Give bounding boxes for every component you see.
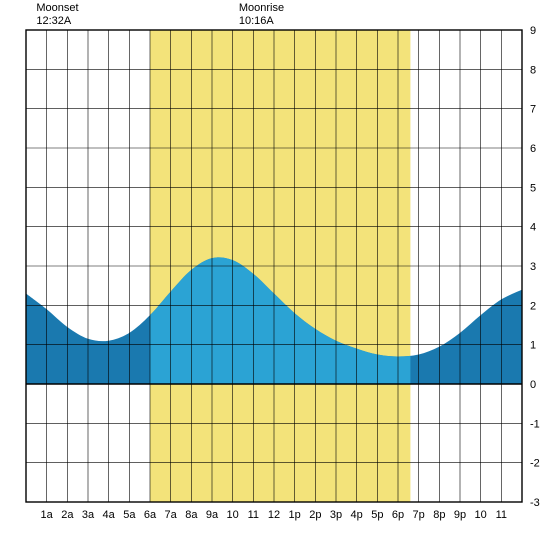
x-tick-label: 4a xyxy=(103,509,116,521)
y-tick-label: 5 xyxy=(530,182,536,194)
x-tick-label: 2p xyxy=(309,509,321,521)
x-tick-label: 6a xyxy=(144,509,157,521)
x-tick-label: 9p xyxy=(454,509,466,521)
moonrise-annotation: Moonrise 10:16A xyxy=(239,2,284,28)
x-tick-label: 7a xyxy=(165,509,178,521)
tide-chart: Moonset 12:32A Moonrise 10:16A 1a2a3a4a5… xyxy=(0,0,550,550)
x-tick-label: 8a xyxy=(185,509,198,521)
x-tick-label: 6p xyxy=(392,509,404,521)
x-tick-label: 3a xyxy=(82,509,95,521)
moonrise-time: 10:16A xyxy=(239,15,284,28)
moonset-time: 12:32A xyxy=(36,15,78,28)
y-tick-label: 1 xyxy=(530,340,536,352)
y-tick-label: 6 xyxy=(530,143,536,155)
y-tick-label: 3 xyxy=(530,261,536,273)
x-tick-label: 5p xyxy=(371,509,383,521)
moonset-title: Moonset xyxy=(36,2,78,15)
x-tick-label: 12 xyxy=(268,509,280,521)
x-tick-label: 11 xyxy=(248,509,259,521)
x-tick-label: 9a xyxy=(206,509,219,521)
x-tick-label: 7p xyxy=(413,509,425,521)
y-tick-label: 7 xyxy=(530,104,536,116)
y-tick-label: 9 xyxy=(530,25,536,37)
x-tick-label: 4p xyxy=(351,509,363,521)
y-tick-label: 2 xyxy=(530,300,536,312)
x-tick-label: 8p xyxy=(433,509,445,521)
y-tick-label: -2 xyxy=(530,458,540,470)
y-tick-label: -1 xyxy=(530,418,540,430)
x-tick-label: 10 xyxy=(475,509,487,521)
y-tick-label: 4 xyxy=(530,222,536,234)
moonset-annotation: Moonset 12:32A xyxy=(36,2,78,28)
y-tick-label: -3 xyxy=(530,497,540,509)
y-tick-label: 0 xyxy=(530,379,536,391)
chart-svg: 1a2a3a4a5a6a7a8a9a1011121p2p3p4p5p6p7p8p… xyxy=(0,0,550,550)
x-tick-label: 2a xyxy=(61,509,74,521)
x-tick-label: 5a xyxy=(123,509,136,521)
x-tick-label: 1p xyxy=(289,509,301,521)
y-tick-label: 8 xyxy=(530,64,536,76)
x-tick-label: 11 xyxy=(496,509,507,521)
x-tick-label: 3p xyxy=(330,509,342,521)
x-tick-label: 1a xyxy=(41,509,54,521)
x-tick-label: 10 xyxy=(227,509,239,521)
moonrise-title: Moonrise xyxy=(239,2,284,15)
